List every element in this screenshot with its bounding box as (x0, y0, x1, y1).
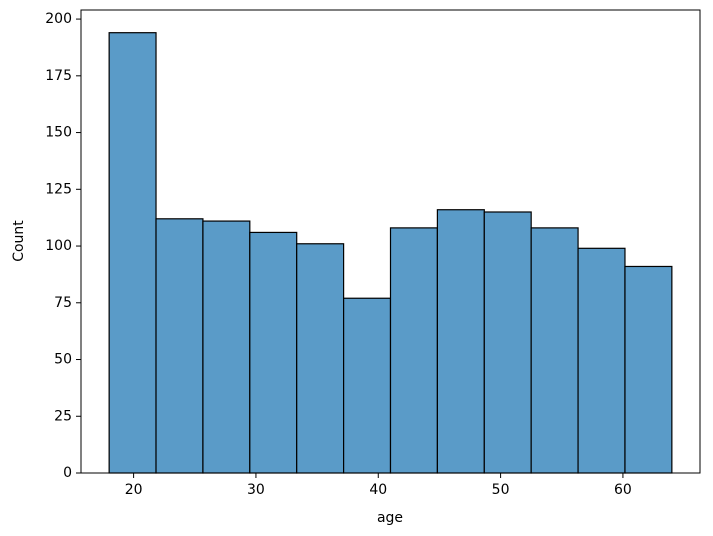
y-tick-label: 0 (63, 465, 72, 481)
x-tick-label: 20 (125, 482, 143, 498)
y-tick-label: 125 (45, 181, 72, 197)
bar (108, 32, 157, 474)
bar (202, 220, 251, 474)
bar (530, 227, 579, 474)
x-axis-label: age (377, 510, 403, 526)
y-tick-label: 175 (45, 68, 72, 84)
x-tick-label: 30 (247, 482, 265, 498)
y-axis-label: Count (11, 220, 27, 262)
y-tick-label: 50 (54, 352, 72, 368)
y-tick-label: 150 (45, 125, 72, 141)
bar (483, 211, 532, 474)
y-tick-label: 200 (45, 11, 72, 27)
x-tick-label: 40 (369, 482, 387, 498)
bar (436, 209, 485, 474)
y-tick-label: 100 (45, 238, 72, 254)
bar (296, 243, 345, 474)
axes-frame (80, 9, 701, 474)
bar (624, 265, 673, 474)
x-tick-label: 50 (492, 482, 510, 498)
bar (343, 297, 392, 474)
x-tick-label: 60 (614, 482, 632, 498)
bar (249, 231, 298, 474)
bar (389, 227, 438, 474)
bar (155, 218, 204, 474)
y-tick-label: 75 (54, 295, 72, 311)
bar (577, 247, 626, 474)
y-tick-label: 25 (54, 408, 72, 424)
